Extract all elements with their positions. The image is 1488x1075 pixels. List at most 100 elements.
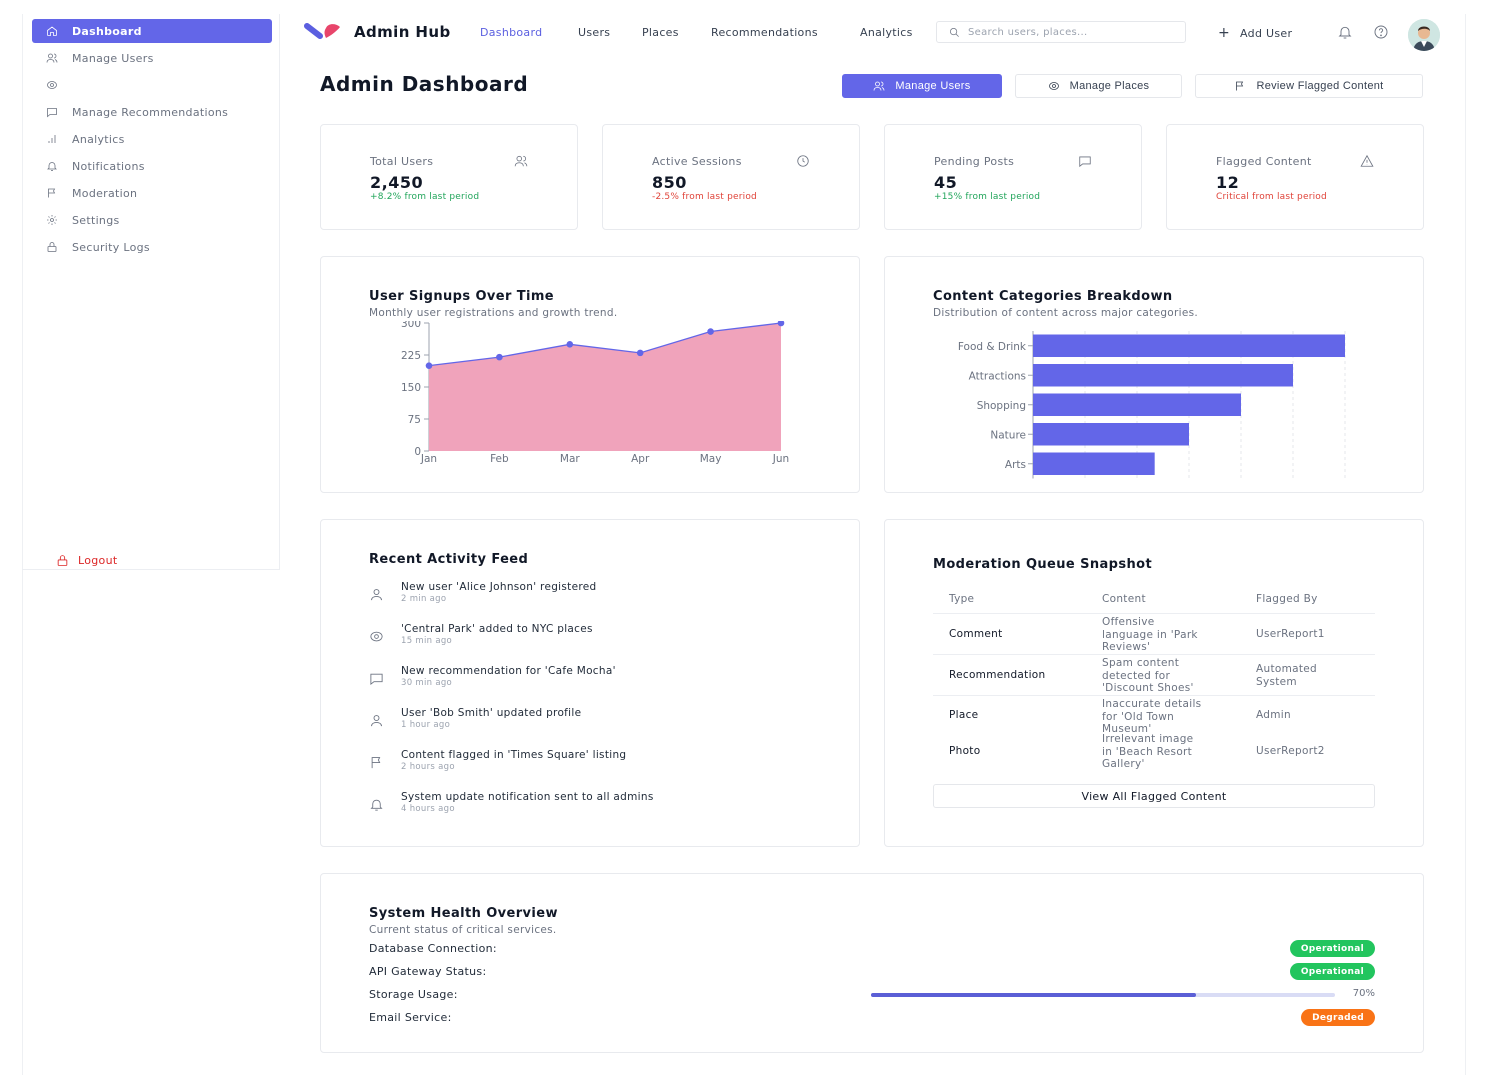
- stat-value: 45: [934, 173, 958, 192]
- manage-places-button[interactable]: Manage Places: [1015, 74, 1182, 98]
- x-tick-label: May: [700, 453, 722, 465]
- sidebar-item-security-logs[interactable]: Security Logs: [32, 235, 272, 259]
- cell-flagged-by: UserReport2: [1256, 745, 1325, 757]
- map-pin-icon: [369, 629, 387, 647]
- x-tick-label: Jun: [772, 453, 789, 465]
- nav-recommendations[interactable]: Recommendations: [711, 26, 818, 39]
- activity-text: New user 'Alice Johnson' registered: [401, 581, 597, 593]
- y-tick-label: 75: [408, 414, 421, 426]
- flag-icon: [44, 185, 60, 201]
- map-pin-icon: [1048, 82, 1059, 90]
- status-badge: Degraded: [1301, 1009, 1375, 1026]
- chart-subtitle: Distribution of content across major cat…: [933, 307, 1199, 319]
- nav-users[interactable]: Users: [578, 26, 611, 39]
- signups-area-chart: 0 75 150 225 300 Jan Feb Mar Apr May Jun: [401, 321, 789, 465]
- sidebar-item-label: Settings: [72, 213, 120, 227]
- category-label: Food & Drink: [958, 341, 1027, 353]
- gear-icon: [44, 212, 60, 228]
- search-input[interactable]: [968, 26, 1168, 38]
- nav-analytics[interactable]: Analytics: [860, 26, 913, 39]
- activity-item[interactable]: System update notification sent to all a…: [369, 791, 839, 827]
- activity-item[interactable]: New user 'Alice Johnson' registered 2 mi…: [369, 581, 839, 617]
- sidebar-item-label: Security Logs: [72, 240, 150, 254]
- bell-icon: [1338, 26, 1352, 39]
- avatar[interactable]: [1408, 19, 1440, 51]
- activity-item[interactable]: New recommendation for 'Cafe Mocha' 30 m…: [369, 665, 839, 701]
- table-row[interactable]: Photo Irrelevant image in 'Beach Resort …: [933, 733, 1375, 775]
- flag-icon: [369, 755, 387, 773]
- activity-item[interactable]: Content flagged in 'Times Square' listin…: [369, 749, 839, 785]
- message-square-icon: [1078, 153, 1094, 169]
- review-flagged-button[interactable]: Review Flagged Content: [1195, 74, 1423, 98]
- lock-icon: [57, 555, 68, 566]
- stat-value: 850: [652, 173, 687, 192]
- logout-button[interactable]: Logout: [56, 554, 117, 567]
- activity-text: System update notification sent to all a…: [401, 791, 654, 803]
- sidebar-item-notifications[interactable]: Notifications: [32, 154, 272, 178]
- nav-places[interactable]: Places: [642, 26, 679, 39]
- bar-chart-icon: [44, 131, 60, 147]
- x-tick-label: Feb: [490, 453, 509, 465]
- sidebar-item-dashboard[interactable]: Dashboard: [32, 19, 272, 43]
- storage-progress-bar: [871, 993, 1335, 997]
- health-row-database: Database Connection: Operational: [369, 940, 1375, 960]
- table-row[interactable]: Recommendation Spam content detected for…: [933, 654, 1375, 695]
- health-row-storage: Storage Usage: 70%: [369, 988, 1375, 1006]
- table-row[interactable]: Comment Offensive language in 'Park Revi…: [933, 613, 1375, 654]
- flag-icon: [1236, 81, 1244, 91]
- add-user-button[interactable]: + Add User: [1218, 25, 1292, 41]
- cell-type: Place: [949, 709, 979, 721]
- storage-progress-label: 70%: [1352, 988, 1375, 999]
- category-label: Arts: [1005, 459, 1026, 471]
- cell-type: Recommendation: [949, 669, 1046, 681]
- activity-item[interactable]: User 'Bob Smith' updated profile 1 hour …: [369, 707, 839, 743]
- sidebar-item-moderation[interactable]: Moderation: [32, 181, 272, 205]
- manage-users-button[interactable]: Manage Users: [842, 74, 1002, 98]
- help-button[interactable]: [1373, 24, 1389, 40]
- health-title: System Health Overview: [369, 906, 558, 921]
- message-square-icon: [44, 104, 60, 120]
- notifications-button[interactable]: [1337, 24, 1353, 40]
- search-icon: [950, 27, 959, 37]
- map-pin-icon: [44, 77, 60, 93]
- sidebar-item-places[interactable]: [32, 73, 272, 97]
- table-row[interactable]: Place Inaccurate details for 'Old Town M…: [933, 695, 1375, 735]
- cell-content: Offensive language in 'Park Reviews': [1102, 616, 1198, 653]
- x-tick-label: Apr: [631, 453, 650, 465]
- user-icon: [369, 587, 387, 605]
- column-header-type: Type: [949, 593, 975, 605]
- view-all-flagged-button[interactable]: View All Flagged Content: [933, 784, 1375, 808]
- sidebar-item-analytics[interactable]: Analytics: [32, 127, 272, 151]
- activity-time: 2 hours ago: [401, 762, 455, 772]
- column-header-flagged-by: Flagged By: [1256, 593, 1318, 605]
- data-point: [636, 349, 644, 357]
- chart-title: User Signups Over Time: [369, 289, 555, 304]
- health-label: Database Connection:: [369, 942, 497, 955]
- sidebar-item-settings[interactable]: Settings: [32, 208, 272, 232]
- stat-value: 2,450: [370, 173, 424, 192]
- activity-text: 'Central Park' added to NYC places: [401, 623, 593, 635]
- cell-type: Comment: [949, 628, 1003, 640]
- data-point: [566, 341, 574, 348]
- users-icon: [874, 81, 885, 91]
- activity-text: User 'Bob Smith' updated profile: [401, 707, 582, 719]
- sidebar-item-manage-users[interactable]: Manage Users: [32, 46, 272, 70]
- activity-time: 15 min ago: [401, 636, 453, 646]
- brand-logo-icon: [304, 23, 340, 39]
- stat-change: -2.5% from last period: [652, 192, 757, 202]
- sidebar-item-manage-recommendations[interactable]: Manage Recommendations: [32, 100, 272, 124]
- activity-text: Content flagged in 'Times Square' listin…: [401, 749, 627, 761]
- y-tick-label: 150: [401, 382, 421, 394]
- bar: [1033, 452, 1155, 475]
- activity-feed-card: Recent Activity Feed New user 'Alice Joh…: [320, 519, 860, 847]
- bar: [1033, 393, 1241, 416]
- brand[interactable]: Admin Hub: [304, 22, 451, 42]
- activity-item[interactable]: 'Central Park' added to NYC places 15 mi…: [369, 623, 839, 659]
- logout-label: Logout: [78, 554, 118, 567]
- health-label: Storage Usage:: [369, 988, 458, 1001]
- stat-label: Total Users: [370, 155, 434, 168]
- nav-dashboard[interactable]: Dashboard: [480, 26, 543, 39]
- cell-content: Inaccurate details for 'Old Town Museum': [1102, 698, 1202, 735]
- bar: [1033, 423, 1189, 446]
- column-header-content: Content: [1102, 593, 1146, 605]
